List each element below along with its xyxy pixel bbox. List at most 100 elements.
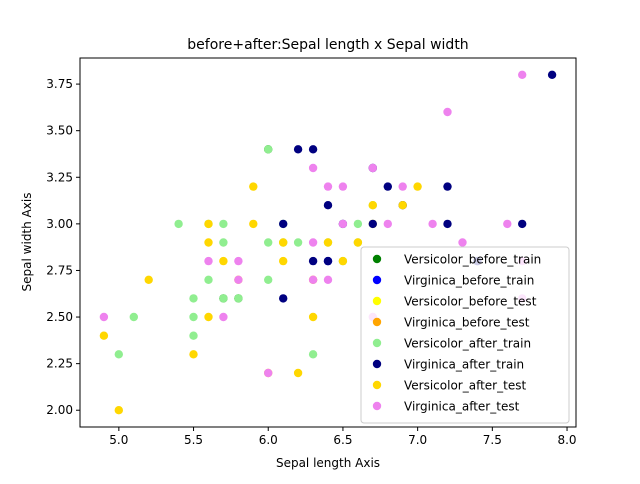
- data-point: [204, 256, 213, 266]
- legend-box: [360, 246, 570, 424]
- data-point: [518, 70, 527, 80]
- data-point: [174, 219, 183, 229]
- legend-label: Virginica_after_test: [404, 400, 520, 414]
- legend-marker: [372, 275, 382, 285]
- legend-item: Virginica_after_train: [372, 358, 524, 372]
- data-point: [189, 312, 198, 322]
- legend-marker: [372, 338, 382, 348]
- x-tick-label: 6.0: [259, 433, 278, 447]
- data-point: [413, 182, 422, 191]
- data-point: [264, 275, 273, 284]
- y-tick-label: 3.25: [46, 170, 73, 184]
- data-point: [338, 256, 348, 266]
- x-tick-label: 7.5: [483, 433, 502, 447]
- data-point: [398, 182, 407, 191]
- data-point: [368, 163, 377, 173]
- data-point: [368, 201, 377, 210]
- data-point: [293, 145, 303, 154]
- data-point: [234, 294, 243, 303]
- data-point: [308, 275, 318, 284]
- data-point: [219, 238, 228, 247]
- data-point: [279, 219, 288, 229]
- data-point: [204, 219, 213, 229]
- data-point: [219, 294, 228, 303]
- data-point: [338, 219, 348, 229]
- x-tick-label: 5.5: [184, 433, 203, 447]
- data-point: [323, 182, 333, 191]
- data-point: [443, 219, 452, 229]
- legend-marker: [372, 380, 382, 390]
- legend-marker: [372, 401, 382, 411]
- data-point: [189, 350, 198, 359]
- series-Versicolor_after_train: [114, 145, 377, 359]
- data-point: [443, 182, 452, 191]
- data-point: [308, 312, 318, 322]
- data-point: [189, 331, 198, 340]
- y-tick-label: 3.50: [46, 124, 73, 138]
- data-point: [99, 331, 109, 340]
- legend-marker: [372, 317, 382, 327]
- data-point: [189, 294, 198, 303]
- chart-title: before+after:Sepal length x Sepal width: [187, 37, 468, 53]
- data-point: [308, 350, 318, 359]
- data-point: [249, 219, 258, 229]
- legend-label: Virginica_after_train: [404, 358, 524, 372]
- data-point: [204, 238, 213, 247]
- legend-item: Versicolor_before_train: [372, 253, 541, 267]
- legend-marker: [372, 254, 382, 264]
- legend-item: Versicolor_after_train: [372, 337, 531, 351]
- legend: Versicolor_before_train Virginica_before_…: [360, 246, 570, 424]
- data-point: [279, 256, 288, 266]
- y-tick-label: 2.00: [46, 403, 73, 417]
- data-point: [383, 182, 392, 191]
- legend-label: Versicolor_after_test: [404, 379, 526, 393]
- plot-frame: [79, 57, 577, 428]
- x-tick-label: 5.0: [109, 433, 128, 447]
- data-point: [114, 350, 124, 359]
- data-point: [249, 182, 258, 191]
- data-point: [323, 238, 333, 247]
- data-point: [293, 238, 303, 247]
- data-point: [264, 368, 273, 378]
- data-point: [323, 201, 333, 210]
- x-axis-label: Sepal length Axis: [276, 456, 380, 470]
- data-point: [308, 163, 318, 173]
- y-tick-label: 3.75: [46, 77, 73, 91]
- data-point: [338, 182, 348, 191]
- y-tick-label: 2.75: [46, 263, 73, 277]
- y-tick-label: 2.25: [46, 357, 73, 371]
- data-point: [219, 256, 228, 266]
- legend-item: Virginica_after_test: [372, 400, 520, 414]
- data-point: [458, 238, 467, 247]
- legend-item: Virginica_before_test: [372, 316, 530, 330]
- legend-marker: [372, 296, 382, 306]
- data-point: [279, 238, 288, 247]
- legend-marker: [372, 359, 382, 369]
- x-tick-label: 7.0: [408, 433, 427, 447]
- data-point: [219, 312, 228, 322]
- data-point: [99, 312, 109, 322]
- x-tick-label: 8.0: [557, 433, 576, 447]
- data-point: [279, 294, 288, 303]
- data-point: [353, 219, 363, 229]
- data-point: [383, 219, 392, 229]
- data-point: [308, 145, 318, 154]
- data-point: [428, 219, 437, 229]
- x-tick-label: 6.5: [333, 433, 352, 447]
- data-point: [308, 238, 318, 247]
- data-point: [323, 256, 333, 266]
- data-point: [293, 368, 303, 378]
- legend-label: Virginica_before_train: [404, 274, 534, 288]
- y-axis-label: Sepal width Axis: [20, 193, 34, 292]
- data-point: [114, 406, 124, 415]
- legend-item: Versicolor_after_test: [372, 379, 526, 393]
- legend-item: Versicolor_before_test: [372, 295, 537, 309]
- data-point: [264, 238, 273, 247]
- data-point: [398, 201, 407, 210]
- data-point: [547, 70, 557, 80]
- data-point: [144, 275, 153, 284]
- legend-label: Versicolor_before_test: [404, 295, 537, 309]
- data-point: [308, 256, 318, 266]
